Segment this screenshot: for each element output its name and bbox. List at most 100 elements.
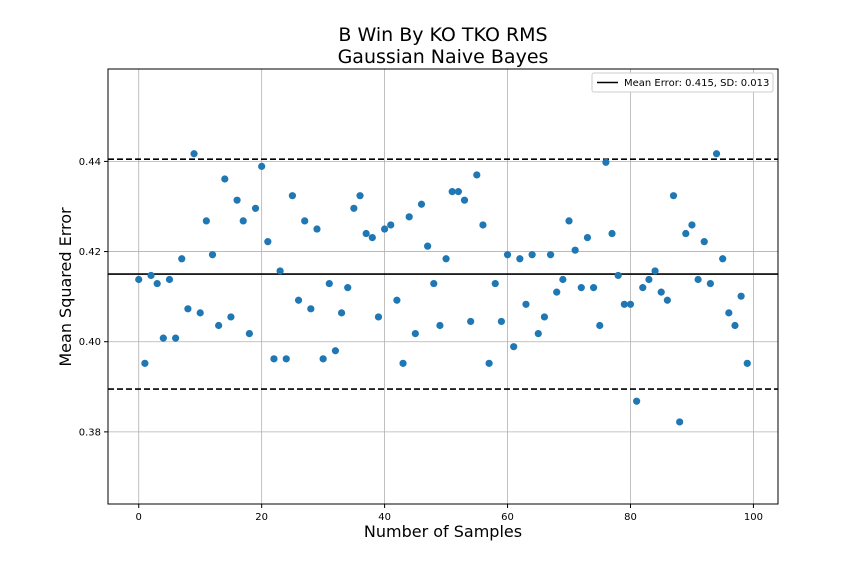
data-point [202, 217, 210, 225]
x-tick-label: 60 [501, 512, 514, 523]
data-point [393, 296, 401, 304]
data-point [559, 275, 567, 284]
chart-subtitle: Gaussian Naive Bayes [338, 46, 549, 68]
data-point [337, 309, 346, 317]
data-point [553, 288, 561, 296]
data-point [184, 305, 192, 313]
data-point [387, 221, 395, 229]
data-point [362, 229, 370, 238]
data-point [639, 284, 647, 292]
data-point [454, 188, 462, 196]
data-point [325, 279, 333, 288]
data-point [153, 279, 161, 288]
data-point [608, 229, 616, 238]
data-point [264, 238, 272, 246]
chart-title: B Win By KO TKO RMS [338, 24, 547, 46]
data-point [651, 267, 659, 275]
data-point [706, 279, 714, 288]
data-point [528, 251, 536, 259]
x-tick-label: 100 [744, 512, 763, 523]
data-point [712, 150, 721, 158]
data-point [485, 359, 493, 367]
data-point [473, 171, 481, 179]
data-point [540, 313, 549, 321]
data-point [676, 418, 684, 426]
data-point [479, 221, 487, 229]
data-point [251, 204, 260, 212]
reference-lines [108, 158, 778, 390]
legend: Mean Error: 0.415, SD: 0.013 [591, 72, 774, 93]
data-point [694, 275, 702, 284]
data-point [645, 275, 653, 284]
y-axis-ticks: 0.38 0.40 0.42 0.44 [79, 157, 108, 438]
data-point [546, 251, 555, 259]
data-point [319, 355, 327, 363]
data-point [682, 229, 690, 238]
data-point [215, 321, 223, 330]
data-point [743, 359, 751, 367]
data-point [282, 355, 290, 363]
data-point [368, 233, 376, 242]
data-point [669, 192, 678, 200]
data-point [233, 196, 241, 204]
data-point [737, 292, 745, 300]
data-point [663, 296, 671, 304]
data-point [135, 275, 143, 284]
data-point [190, 150, 198, 158]
data-point [165, 275, 174, 284]
data-point [221, 175, 229, 183]
data-point [596, 321, 604, 330]
data-point [288, 192, 297, 200]
data-point [491, 279, 499, 288]
data-point [405, 213, 413, 221]
data-point [313, 225, 321, 233]
data-point [620, 300, 628, 308]
y-tick-label: 0.42 [79, 247, 101, 258]
grid-lines [108, 69, 778, 504]
data-point [589, 284, 598, 292]
data-point [331, 347, 340, 355]
legend-box [591, 72, 774, 93]
data-point [159, 334, 167, 342]
legend-entry-label: Mean Error: 0.415, SD: 0.013 [624, 78, 769, 89]
data-point [374, 313, 383, 321]
data-point [411, 330, 419, 338]
data-point [356, 192, 364, 200]
data-point [399, 359, 407, 367]
data-point [196, 309, 204, 317]
data-point [147, 271, 155, 280]
x-axis-ticks: 0 20 40 60 80 100 [136, 504, 763, 523]
data-point [467, 317, 475, 326]
data-point [178, 255, 186, 263]
data-point [424, 242, 432, 250]
data-point [614, 271, 622, 280]
x-tick-label: 80 [624, 512, 637, 523]
data-point [381, 225, 389, 233]
data-point [344, 284, 352, 292]
data-point [258, 162, 266, 170]
data-point [276, 267, 284, 275]
data-point [602, 158, 610, 166]
y-axis-label: Mean Squared Error [56, 207, 75, 367]
data-point [460, 196, 469, 204]
data-point [497, 317, 505, 326]
data-point [350, 204, 358, 212]
x-axis-label: Number of Samples [364, 522, 522, 541]
y-tick-label: 0.44 [79, 157, 101, 168]
data-point [688, 221, 696, 229]
data-point [227, 313, 235, 321]
data-point [657, 288, 665, 296]
data-point [731, 321, 739, 330]
x-tick-label: 20 [255, 512, 268, 523]
data-point [516, 255, 524, 263]
data-point [442, 255, 450, 263]
data-point [719, 255, 727, 263]
data-point [503, 251, 512, 259]
data-point [270, 355, 278, 363]
data-point [725, 309, 733, 317]
data-point [577, 284, 585, 292]
data-point [430, 279, 438, 288]
data-point [141, 359, 149, 367]
data-point [294, 296, 303, 304]
